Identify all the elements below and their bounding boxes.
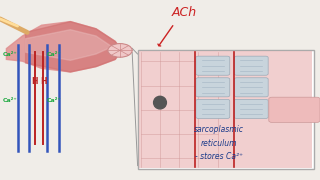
Polygon shape bbox=[26, 30, 112, 60]
Text: H: H bbox=[31, 77, 38, 86]
Text: sarcoplasmic: sarcoplasmic bbox=[194, 125, 244, 134]
Text: Ca²⁺: Ca²⁺ bbox=[46, 98, 61, 103]
FancyBboxPatch shape bbox=[269, 97, 320, 122]
Bar bbox=[139, 51, 312, 168]
Text: Ca²⁺: Ca²⁺ bbox=[3, 98, 18, 103]
Bar bbox=[138, 50, 314, 169]
Text: reticulum: reticulum bbox=[201, 139, 237, 148]
Polygon shape bbox=[26, 22, 122, 72]
FancyBboxPatch shape bbox=[234, 99, 268, 118]
FancyBboxPatch shape bbox=[196, 99, 230, 118]
FancyBboxPatch shape bbox=[234, 56, 268, 75]
Ellipse shape bbox=[154, 96, 166, 109]
Text: - stores Ca²⁺: - stores Ca²⁺ bbox=[195, 152, 243, 161]
Circle shape bbox=[108, 44, 132, 57]
FancyBboxPatch shape bbox=[196, 56, 230, 75]
Text: H: H bbox=[40, 77, 46, 86]
Text: Ca²⁺: Ca²⁺ bbox=[3, 51, 18, 57]
FancyBboxPatch shape bbox=[234, 78, 268, 97]
Text: ACh: ACh bbox=[171, 6, 196, 19]
FancyBboxPatch shape bbox=[196, 78, 230, 97]
Text: Ca²⁺: Ca²⁺ bbox=[46, 51, 61, 57]
Polygon shape bbox=[6, 22, 122, 72]
